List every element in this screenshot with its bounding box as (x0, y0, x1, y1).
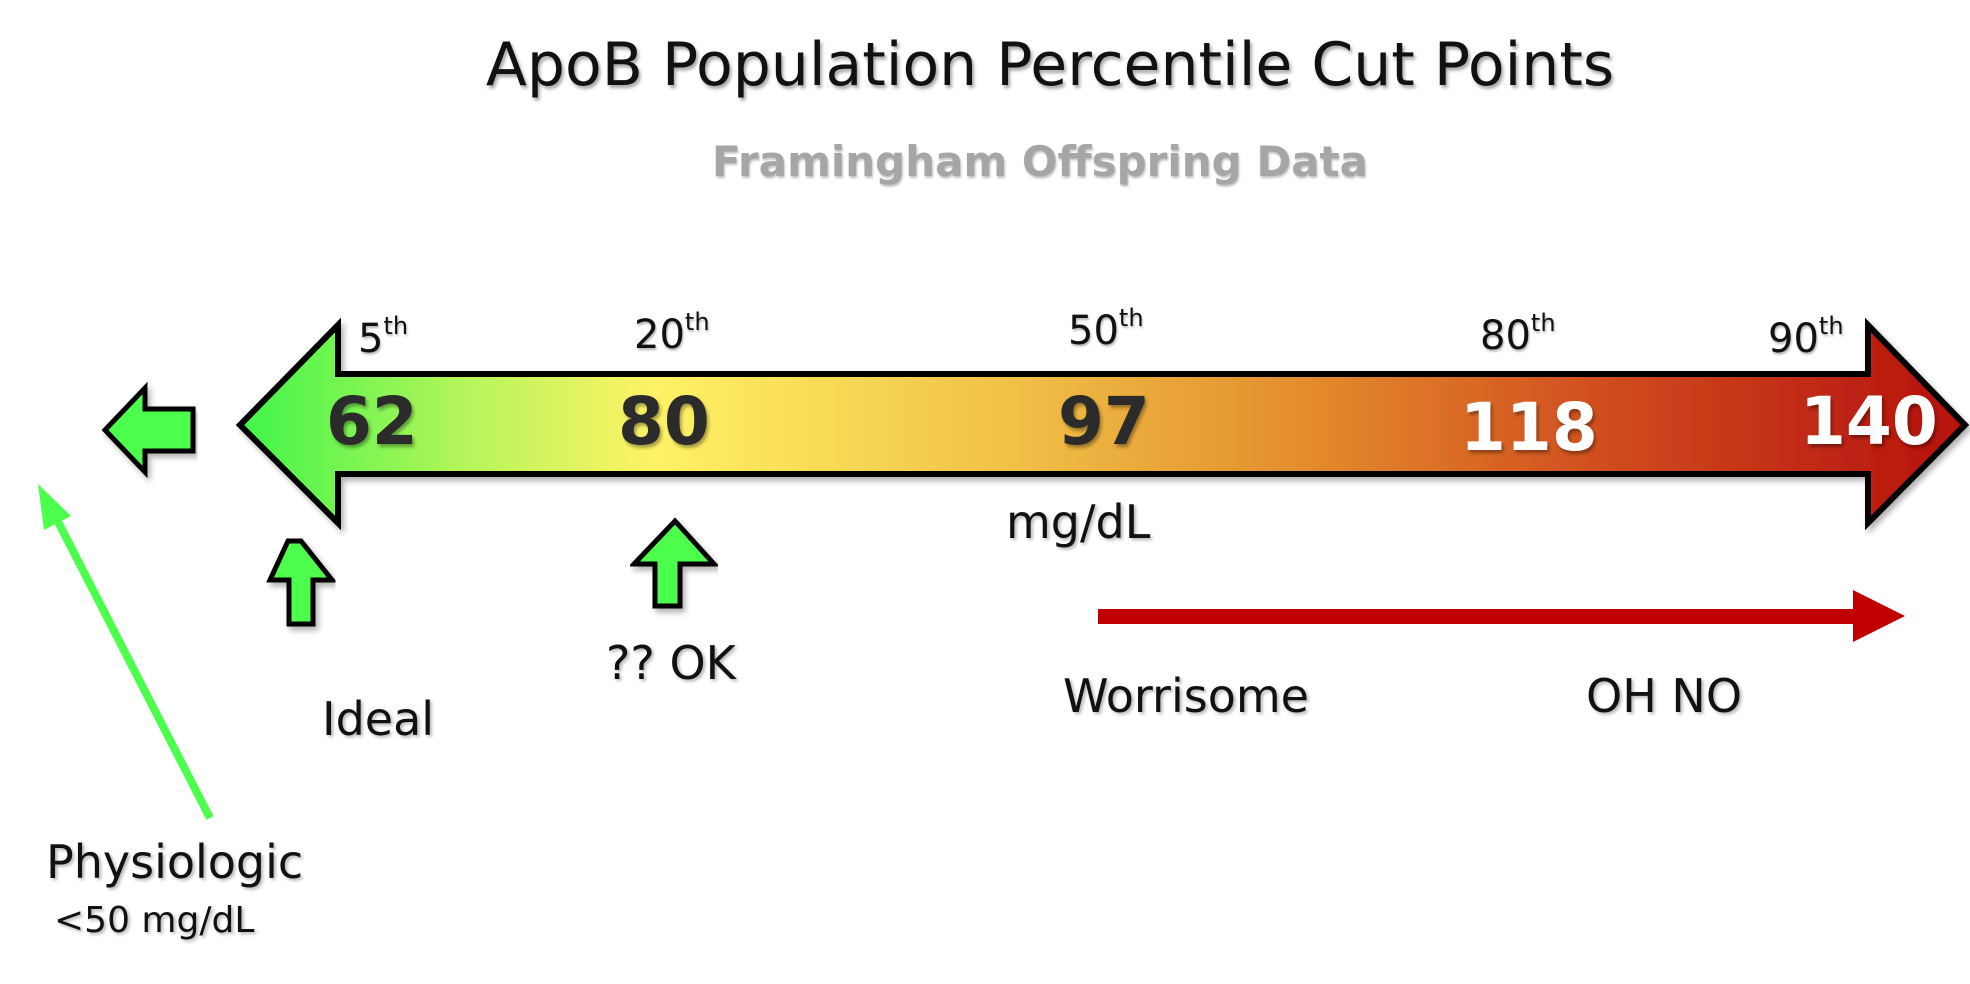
physiologic-pointer-line (48, 508, 214, 820)
physiologic-value-label: <50 mg/dL (54, 900, 255, 941)
page-subtitle: Framingham Offspring Data (712, 137, 1368, 186)
percentile-label-5: 5th (358, 312, 409, 362)
percentile-label-20: 20th (634, 308, 710, 358)
risk-arrow-shaft (1098, 609, 1858, 624)
page-title: ApoB Population Percentile Cut Points (485, 30, 1615, 100)
physiologic-pointer-head-icon (38, 484, 71, 530)
percentile-label-90: 90th (1768, 312, 1844, 362)
unit-label: mg/dL (1006, 495, 1151, 549)
risk-arrow-head-icon (1853, 590, 1905, 642)
value-80: 80 (618, 383, 710, 460)
worrisome-label: Worrisome (1063, 669, 1309, 723)
ok-up-arrow-icon (628, 517, 720, 609)
ideal-up-arrow-icon (266, 538, 338, 627)
percentile-double-arrow (235, 317, 1970, 531)
percentile-label-80: 80th (1480, 309, 1556, 359)
value-62: 62 (326, 383, 418, 460)
value-97: 97 (1058, 383, 1150, 460)
value-118: 118 (1460, 389, 1598, 466)
ideal-label: Ideal (322, 692, 435, 746)
physiologic-label: Physiologic (46, 835, 304, 889)
value-140: 140 (1800, 383, 1938, 460)
oh-no-label: OH NO (1586, 669, 1743, 723)
ok-label: ?? OK (606, 636, 736, 690)
left-arrow-icon (101, 381, 196, 479)
percentile-label-50: 50th (1068, 304, 1144, 354)
